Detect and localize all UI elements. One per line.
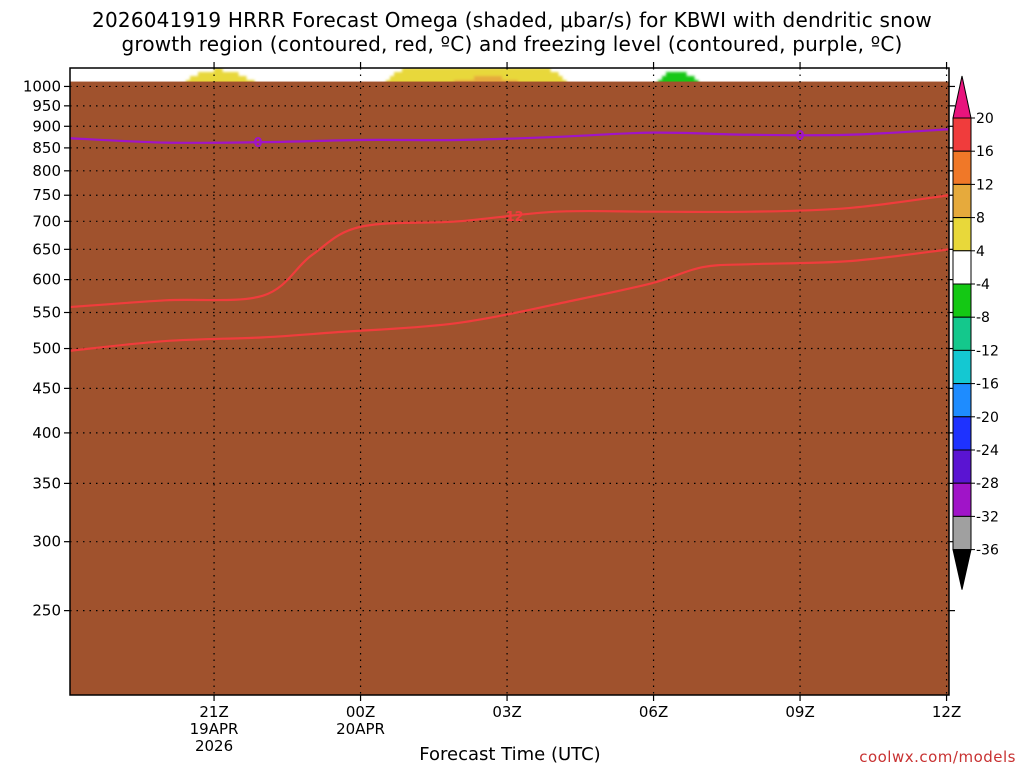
colorbar-label: -8 <box>976 310 990 326</box>
y-tick-label: 250 <box>32 602 61 620</box>
plot-frame <box>69 67 950 696</box>
colorbar-bin <box>952 515 972 551</box>
contour-line-0 <box>70 248 949 352</box>
chart-title: 2026041919 HRRR Forecast Omega (shaded, … <box>0 8 1024 56</box>
colorbar-label: -36 <box>976 543 999 559</box>
colorbar-bin <box>952 117 972 152</box>
colorbar-label: 16 <box>976 144 994 160</box>
credit-link[interactable]: coolwx.com/models <box>859 748 1016 766</box>
colorbar-label: -20 <box>976 410 999 426</box>
x-tick-label: 00Z <box>346 703 375 721</box>
x-tick-label: 20APR <box>336 720 385 738</box>
colorbar-label: 8 <box>976 211 985 227</box>
x-tick-label: 03Z <box>492 703 521 721</box>
colorbar-bin <box>952 482 972 517</box>
x-tick-label: 2026 <box>195 737 233 755</box>
colorbar-label: -12 <box>976 343 999 359</box>
y-tick-label: 500 <box>32 340 61 358</box>
y-tick-label: 350 <box>32 474 61 492</box>
colorbar-bin <box>952 316 972 351</box>
y-tick-label: 600 <box>32 271 61 289</box>
colorbar-label: -24 <box>976 443 999 459</box>
x-tick-label: 21Z <box>199 703 228 721</box>
y-tick-label: 300 <box>32 533 61 551</box>
y-tick-label: 400 <box>32 424 61 442</box>
title-line-1: 2026041919 HRRR Forecast Omega (shaded, … <box>92 8 932 32</box>
y-tick-label: 550 <box>32 303 61 321</box>
axes: 250 300 350 400 450 500 550 600 650 700 750 800 850 9… <box>23 62 961 755</box>
contours: -12 0 0 <box>70 128 949 352</box>
colorbar-bin <box>952 449 972 484</box>
x-tick-label: 06Z <box>639 703 668 721</box>
colorbar-bin <box>952 416 972 451</box>
y-tick-label: 750 <box>32 186 61 204</box>
x-tick-label: 09Z <box>785 703 814 721</box>
colorbar-bin <box>952 183 972 219</box>
colorbar-bin <box>952 150 972 185</box>
contour-line-2 <box>70 128 949 144</box>
gridlines <box>70 68 949 695</box>
colorbar-label: 20 <box>976 111 994 127</box>
y-tick-label: 700 <box>32 212 61 230</box>
x-axis-label: Forecast Time (UTC) <box>419 744 601 765</box>
colorbar-bin <box>952 250 972 285</box>
x-tick-label: 19APR <box>190 720 239 738</box>
contour-label: 0 <box>253 136 262 151</box>
colorbar-label: -28 <box>976 476 999 492</box>
colorbar-bin <box>952 283 972 318</box>
title-line-2: growth region (contoured, red, ºC) and f… <box>121 32 903 56</box>
y-tick-label: 850 <box>32 139 61 157</box>
colorbar-label: 12 <box>976 177 994 193</box>
colorbar-label: 4 <box>976 244 985 260</box>
y-tick-label: 450 <box>32 379 61 397</box>
colorbar-bin <box>952 383 972 418</box>
contour-label: -12 <box>500 210 524 225</box>
colorbar-min-triangle <box>952 549 972 590</box>
y-tick-label: 900 <box>32 117 61 135</box>
ground-surface <box>70 81 949 695</box>
y-tick-label: 1000 <box>23 77 61 95</box>
colorbar-label: -4 <box>976 277 990 293</box>
colorbar-bin <box>952 217 972 252</box>
x-tick-label: 12Z <box>932 703 961 721</box>
contour-line-1 <box>70 194 949 309</box>
y-tick-label: 800 <box>32 162 61 180</box>
colorbar-max-triangle <box>952 75 972 119</box>
contour-label: 0 <box>796 129 805 144</box>
colorbar-label: -16 <box>976 377 999 393</box>
y-tick-label: 650 <box>32 240 61 258</box>
y-tick-label: 950 <box>32 97 61 115</box>
colorbar-bin <box>952 349 972 385</box>
colorbar-label: -32 <box>976 509 999 525</box>
colorbar: 20 16 12 8 4 -4 -8 -12 -16 -20 -24 -28 -32 -36 <box>952 75 999 590</box>
